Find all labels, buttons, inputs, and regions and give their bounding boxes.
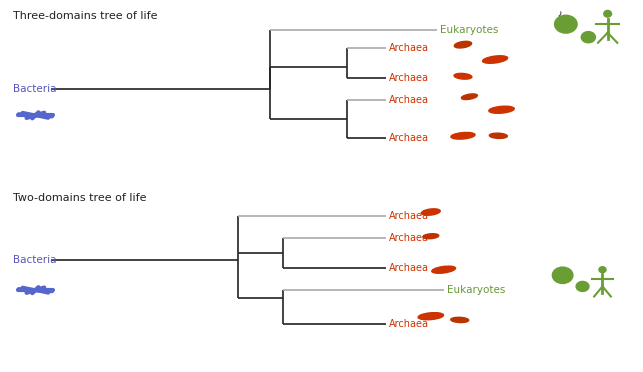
Ellipse shape: [489, 133, 507, 138]
Ellipse shape: [421, 209, 440, 215]
Text: Three-domains tree of life: Three-domains tree of life: [13, 11, 158, 21]
Ellipse shape: [552, 267, 573, 283]
Text: Bacteria: Bacteria: [13, 256, 57, 265]
Text: Archaea: Archaea: [389, 211, 429, 221]
Text: Eukaryotes: Eukaryotes: [440, 25, 499, 35]
Text: Archaea: Archaea: [389, 73, 429, 83]
Ellipse shape: [418, 312, 444, 320]
Ellipse shape: [451, 132, 475, 139]
Ellipse shape: [454, 73, 472, 79]
Ellipse shape: [581, 32, 595, 43]
Text: Archaea: Archaea: [389, 44, 429, 53]
Ellipse shape: [432, 266, 455, 273]
Text: Bacteria: Bacteria: [13, 84, 57, 94]
Text: Archaea: Archaea: [389, 263, 429, 273]
Ellipse shape: [455, 41, 471, 48]
Ellipse shape: [489, 106, 514, 113]
Text: Two-domains tree of life: Two-domains tree of life: [13, 193, 147, 203]
Ellipse shape: [576, 281, 589, 292]
Text: Eukaryotes: Eukaryotes: [447, 285, 505, 295]
Ellipse shape: [423, 234, 439, 239]
Ellipse shape: [599, 267, 606, 273]
Ellipse shape: [462, 94, 477, 100]
Ellipse shape: [604, 10, 611, 17]
Ellipse shape: [451, 317, 469, 323]
Ellipse shape: [554, 15, 577, 33]
Text: Archaea: Archaea: [389, 319, 429, 328]
Text: Archaea: Archaea: [389, 133, 429, 142]
Text: Archaea: Archaea: [389, 96, 429, 105]
Text: Archaea: Archaea: [389, 233, 429, 243]
Ellipse shape: [483, 56, 507, 63]
